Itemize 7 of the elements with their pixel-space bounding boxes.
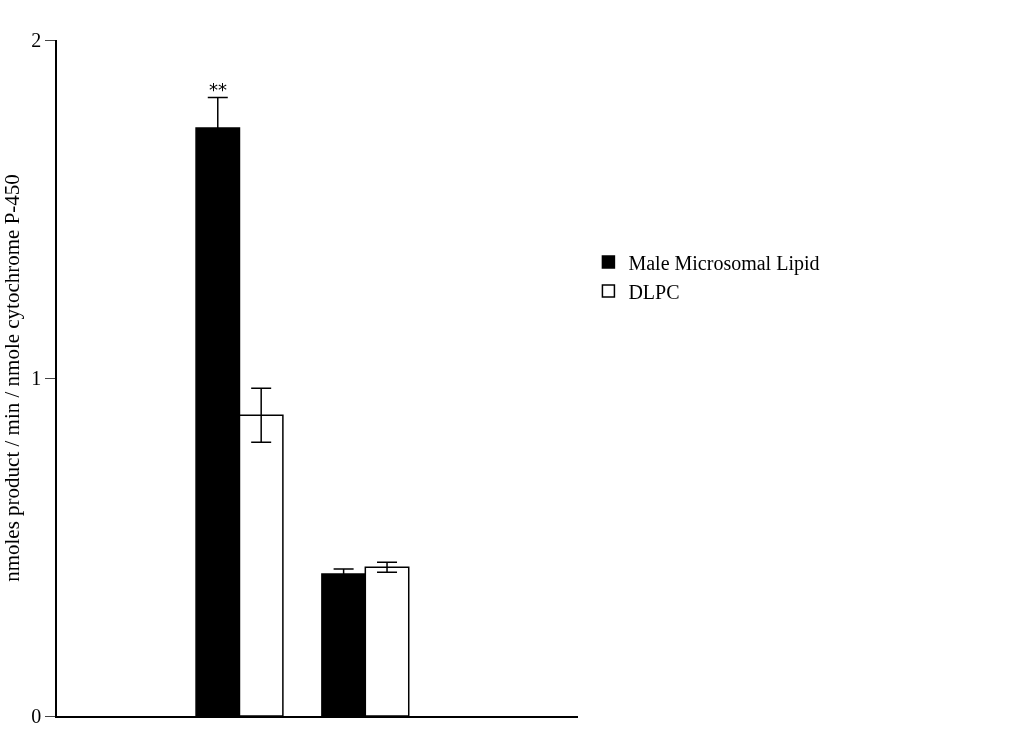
legend-label: Male Microsomal Lipid <box>628 251 820 275</box>
y-tick-label: 2 <box>31 29 42 51</box>
legend-label: DLPC <box>628 280 680 303</box>
annotation: ** <box>209 79 227 100</box>
y-tick-label: 0 <box>31 705 42 727</box>
y-tick-label: 1 <box>31 367 42 389</box>
y-axis-title: nmoles product / min / nmole cytochrome P-450 <box>0 174 24 582</box>
